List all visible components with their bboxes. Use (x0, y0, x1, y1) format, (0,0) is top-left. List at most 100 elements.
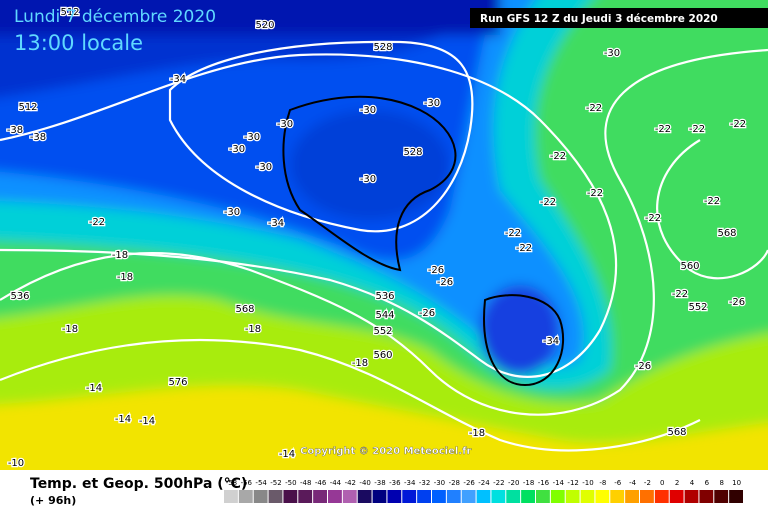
contour-label: -14 (86, 383, 102, 394)
legend-label: -12 (567, 479, 578, 487)
legend-swatch (610, 490, 625, 503)
contour-label: -22 (586, 103, 602, 114)
lead-time: (+ 96h) (30, 494, 76, 507)
contour-label: 568 (235, 304, 254, 315)
contour-label: -30 (360, 105, 376, 116)
legend-swatch (446, 490, 461, 503)
contour-label: -22 (672, 289, 688, 300)
contour-label: -30 (424, 98, 440, 109)
contour-label: 568 (717, 228, 736, 239)
legend-label: -46 (315, 479, 327, 487)
contour-label: -30 (604, 48, 620, 59)
contour-label: 520 (255, 20, 274, 31)
contour-label: -18 (62, 324, 78, 335)
legend-swatch (669, 490, 684, 503)
contour-label: -22 (550, 151, 566, 162)
contour-label: -22 (516, 243, 532, 254)
contour-label: -26 (419, 308, 435, 319)
legend-swatch (714, 490, 729, 503)
contour-label: 560 (680, 261, 699, 272)
legend-swatch (521, 490, 535, 503)
contour-label: -14 (115, 414, 131, 425)
contour-label: 552 (688, 302, 707, 313)
contour-label: -18 (112, 250, 128, 261)
contour-label: 528 (373, 42, 392, 53)
contour-label: -26 (428, 265, 444, 276)
contour-label: -18 (469, 428, 485, 439)
contour-label: -22 (730, 119, 746, 130)
legend-swatch (729, 490, 743, 503)
legend-label: 0 (660, 479, 664, 487)
contour-label: -30 (224, 207, 240, 218)
legend-label: -10 (582, 479, 593, 487)
contour-label: 552 (373, 326, 392, 337)
contour-label: -38 (30, 132, 46, 143)
legend-label: -28 (449, 479, 460, 487)
contour-label: -22 (704, 196, 720, 207)
legend-label: 8 (719, 479, 723, 487)
legend-label: -54 (255, 479, 267, 487)
legend-label: 10 (732, 479, 741, 487)
legend-swatch (625, 490, 639, 503)
legend-swatch (654, 490, 669, 503)
run-info: Run GFS 12 Z du Jeudi 3 décembre 2020 (480, 13, 718, 25)
contour-label: -30 (244, 132, 260, 143)
legend-swatch (372, 490, 387, 503)
legend-swatch (595, 490, 610, 503)
legend-label: -26 (463, 479, 475, 487)
contour-label: -34 (170, 74, 186, 85)
legend-label: -52 (270, 479, 281, 487)
legend-swatch (699, 490, 714, 503)
legend-swatch (313, 490, 327, 503)
legend-label: -58 (226, 479, 237, 487)
legend-swatch (402, 490, 417, 503)
legend-label: -6 (614, 479, 622, 487)
contour-label: 536 (10, 291, 29, 302)
legend-label: 2 (675, 479, 679, 487)
contour-label: -30 (256, 162, 272, 173)
contour-label: 568 (667, 427, 686, 438)
legend-swatch (253, 490, 268, 503)
legend-label: -56 (241, 479, 253, 487)
contour-label: -30 (229, 144, 245, 155)
copyright: Copyright © 2020 Meteociel.fr (300, 446, 471, 457)
legend-label: -4 (629, 479, 637, 487)
contour-label: -18 (245, 324, 261, 335)
legend-swatch (550, 490, 565, 503)
contour-label: -26 (635, 361, 651, 372)
contour-label: -18 (117, 272, 133, 283)
contour-label: -22 (540, 197, 556, 208)
contour-label: 576 (168, 377, 187, 388)
legend-label: -18 (523, 479, 534, 487)
contour-label: 544 (375, 310, 394, 321)
legend-label: 4 (690, 479, 695, 487)
contour-label: -18 (469, 428, 485, 439)
legend-swatch (565, 490, 580, 503)
legend-label: -32 (419, 479, 430, 487)
contour-label: -26 (437, 277, 453, 288)
contour-label: -22 (505, 228, 521, 239)
legend-swatch (536, 490, 550, 503)
contour-label: -30 (360, 174, 376, 185)
legend-swatch (342, 490, 357, 503)
legend-swatch (417, 490, 431, 503)
legend-swatch (506, 490, 521, 503)
legend-swatch (432, 490, 446, 503)
contour-label: 560 (373, 350, 392, 361)
contour-label: -26 (729, 297, 745, 308)
legend-label: 6 (705, 479, 710, 487)
contour-label: -22 (655, 124, 671, 135)
legend-swatch (298, 490, 313, 503)
legend-swatch (357, 490, 372, 503)
contour-label: -14 (139, 416, 155, 427)
contour-label: 528 (403, 147, 422, 158)
legend-label: -44 (330, 479, 342, 487)
legend-swatch (238, 490, 253, 503)
footer-title: Temp. et Geop. 500hPa (°C) (30, 476, 247, 492)
legend-swatch (387, 490, 402, 503)
contour-label: -22 (587, 188, 603, 199)
legend-swatch (461, 490, 476, 503)
legend-swatch (684, 490, 699, 503)
contour-label: -34 (543, 336, 559, 347)
